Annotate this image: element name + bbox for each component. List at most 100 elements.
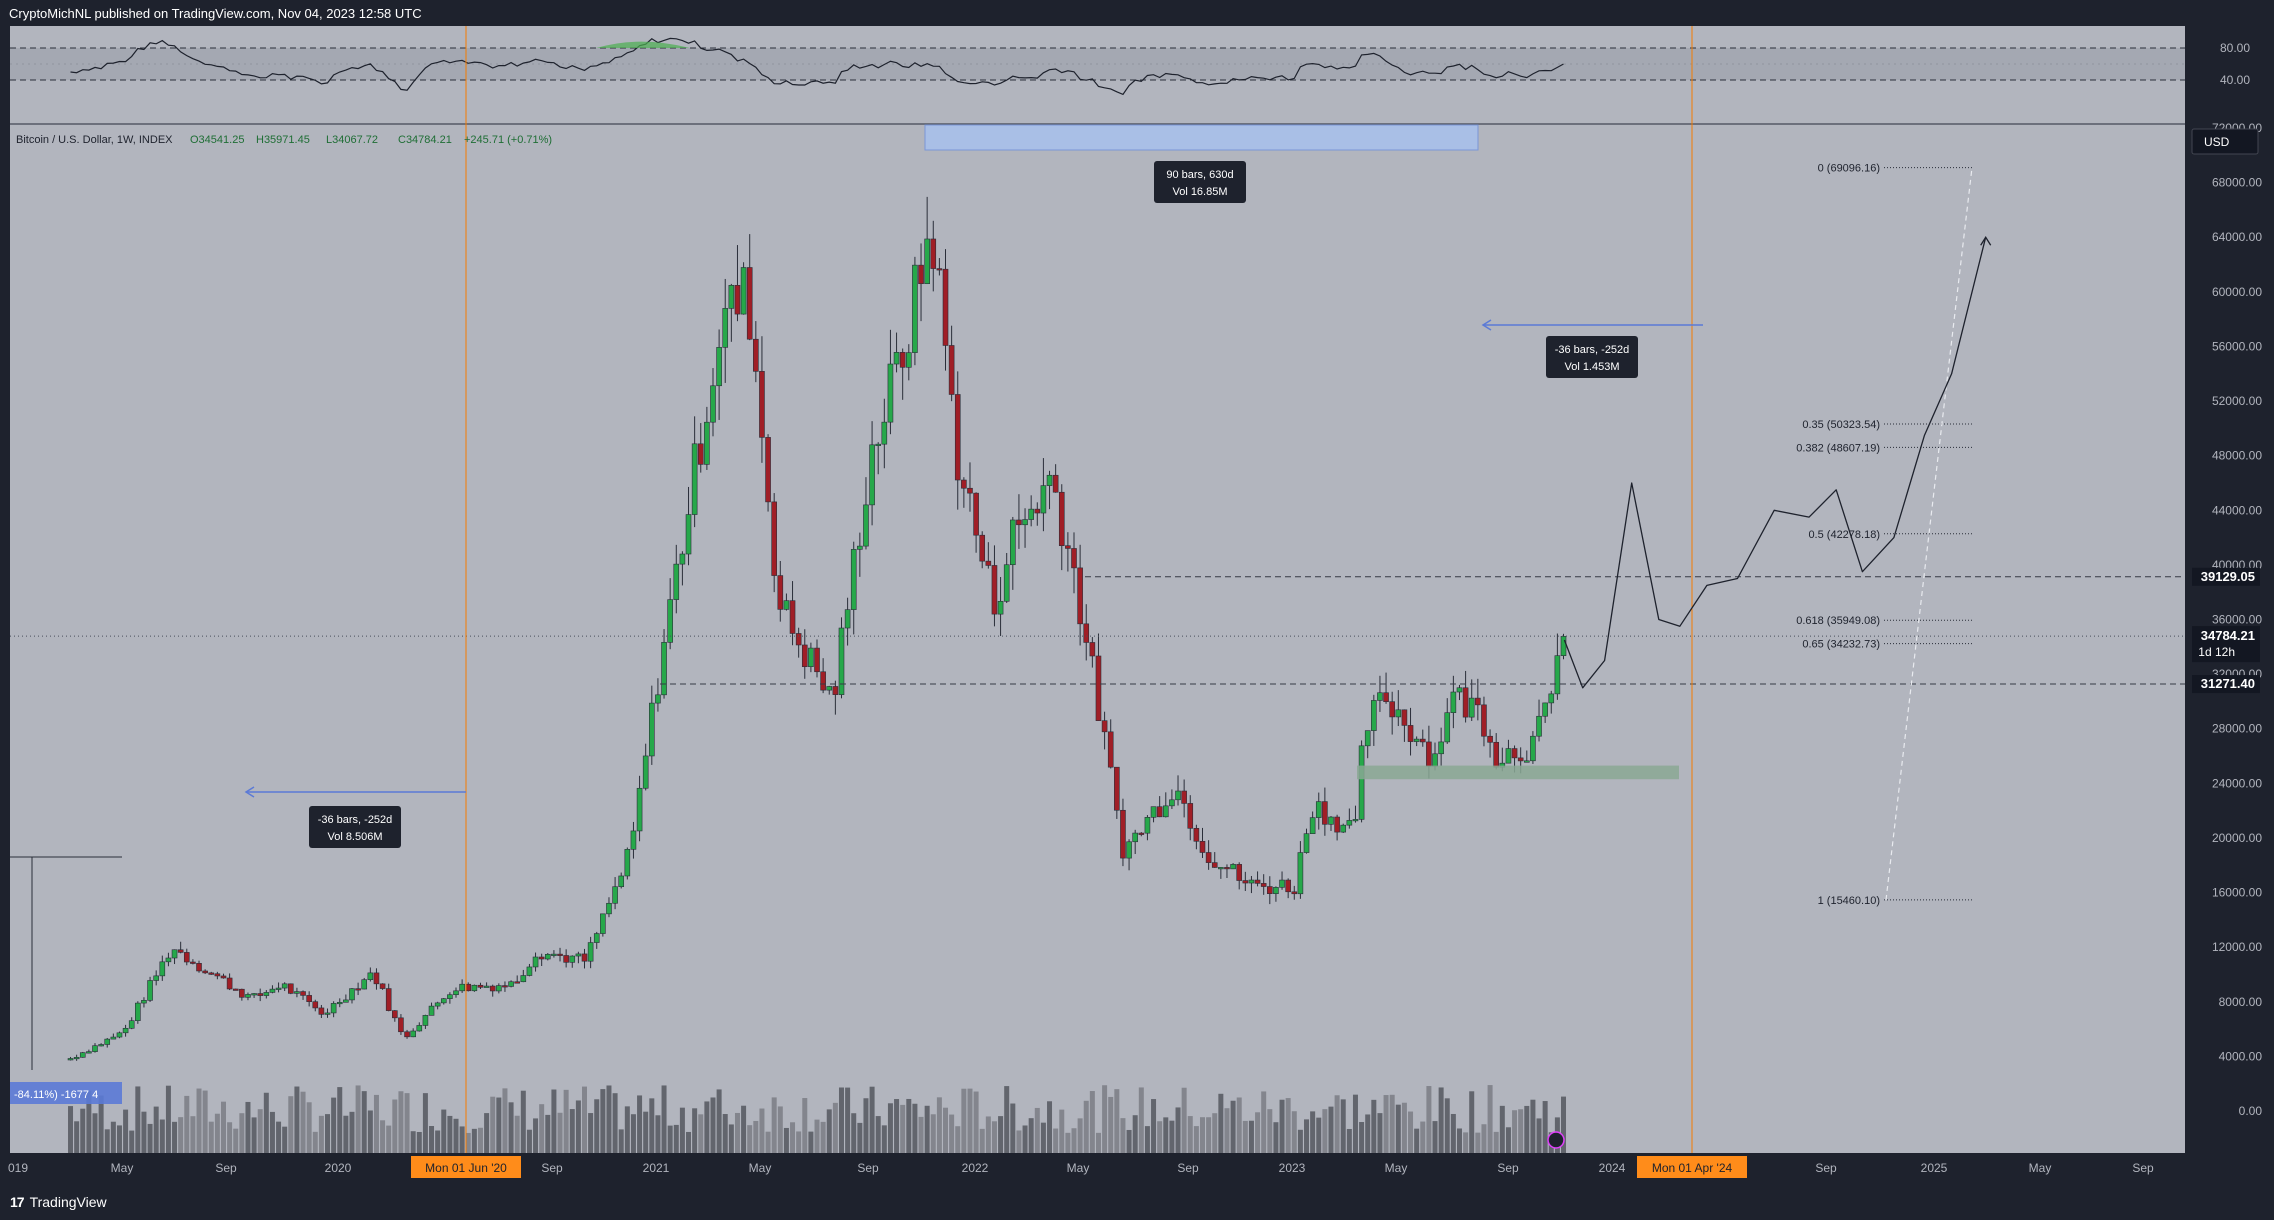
candle-body — [838, 627, 845, 695]
candle-body — [661, 642, 667, 696]
candle-body — [1352, 819, 1359, 822]
candle-body — [1322, 801, 1328, 825]
volume-bar — [1193, 1126, 1199, 1153]
candle-body — [808, 647, 814, 668]
candle-body — [1095, 655, 1102, 721]
candle-body — [1560, 636, 1567, 656]
candle-body — [226, 977, 233, 990]
price-tick: 20000.00 — [2212, 831, 2262, 845]
candle-body — [1364, 730, 1371, 747]
candle-body — [392, 1010, 398, 1019]
volume-bar — [1273, 1122, 1279, 1153]
volume-bar — [202, 1090, 208, 1153]
volume-bar — [98, 1095, 104, 1153]
volume-bar — [1438, 1087, 1444, 1153]
time-tick: May — [111, 1161, 134, 1175]
candle-body — [673, 563, 680, 600]
price-axis: 72000.0068000.0064000.0060000.0056000.00… — [2212, 41, 2262, 1118]
event-marker-icon[interactable] — [1547, 1131, 1565, 1149]
candle-body — [196, 963, 202, 972]
volume-bar — [282, 1126, 288, 1153]
volume-bar — [447, 1115, 453, 1153]
price-tick: 60000.00 — [2212, 285, 2262, 299]
candle-body — [502, 985, 508, 988]
volume-bar — [343, 1115, 349, 1153]
volume-bar — [710, 1097, 716, 1153]
volume-bar — [110, 1121, 116, 1153]
volume-bar — [826, 1109, 832, 1153]
time-tick: Sep — [1177, 1161, 1199, 1175]
candle-body — [336, 1001, 343, 1005]
volume-bar — [1408, 1111, 1414, 1153]
volume-bar — [643, 1111, 649, 1153]
candle-body — [1248, 879, 1255, 884]
volume-bar — [1212, 1113, 1218, 1153]
measure-info-right-bg — [1546, 336, 1638, 378]
tradingview-logo[interactable]: 17 TradingView — [10, 1194, 107, 1210]
candle-body — [306, 995, 312, 1002]
candle-body — [245, 994, 251, 998]
candle-body — [1144, 817, 1151, 834]
volume-bar — [502, 1088, 508, 1153]
candle-body — [1120, 809, 1126, 859]
volume-bar — [655, 1115, 661, 1153]
volume-bar — [520, 1090, 526, 1153]
candle-body — [263, 992, 270, 996]
time-tick: May — [1067, 1161, 1090, 1175]
volume-bar — [1444, 1098, 1450, 1153]
currency-label[interactable]: USD — [2204, 135, 2230, 149]
candle-body — [893, 352, 900, 365]
candle-body — [1548, 693, 1555, 704]
price-tick: 24000.00 — [2212, 776, 2262, 790]
volume-bar — [331, 1097, 337, 1153]
volume-bar — [1053, 1128, 1059, 1153]
volume-bar — [92, 1113, 98, 1153]
candle-body — [612, 886, 618, 904]
volume-bar — [943, 1107, 949, 1153]
publish-info: CryptoMichNL published on TradingView.co… — [9, 6, 422, 21]
volume-bar — [208, 1121, 214, 1153]
candle-body — [575, 953, 582, 957]
volume-bar — [692, 1108, 698, 1153]
volume-bar — [716, 1089, 722, 1153]
time-tick: May — [1385, 1161, 1408, 1175]
price-tick: 12000.00 — [2212, 940, 2262, 954]
time-tick: Sep — [2132, 1161, 2154, 1175]
time-highlight-label: Mon 01 Jun '20 — [425, 1161, 507, 1175]
candle-body — [1426, 741, 1432, 767]
volume-bar — [165, 1085, 171, 1153]
volume-bar — [1230, 1100, 1236, 1153]
volume-bar — [453, 1118, 459, 1153]
candle-body — [814, 647, 820, 673]
volume-bar — [361, 1091, 367, 1153]
candle-body — [1511, 748, 1518, 759]
candle-body — [826, 686, 833, 691]
volume-bar — [1328, 1106, 1334, 1153]
candle-body — [1401, 709, 1408, 726]
price-chart[interactable]: 90 bars, 630d Vol 16.85M -36 bars, -252d Vo… — [0, 0, 2274, 1186]
candle-body — [220, 975, 227, 979]
volume-bar — [869, 1086, 875, 1153]
candle-body — [1101, 720, 1108, 733]
volume-bar — [863, 1098, 869, 1153]
price-tick: 28000.00 — [2212, 722, 2262, 736]
candle-body — [716, 347, 722, 387]
volume-bar — [220, 1101, 226, 1153]
candle-body — [398, 1017, 404, 1033]
volume-bar — [1108, 1096, 1114, 1153]
time-tick: Sep — [857, 1161, 879, 1175]
candle-body — [1156, 806, 1163, 818]
measure-info-left-line1: -36 bars, -252d — [318, 814, 393, 826]
candle-body — [979, 534, 986, 562]
left-edge-label: -84.11%) -1677 4 — [14, 1089, 98, 1101]
candle-body — [361, 979, 368, 990]
volume-bar — [1040, 1122, 1046, 1153]
candle-body — [746, 267, 753, 340]
volume-bar — [802, 1098, 808, 1153]
volume-bar — [679, 1107, 685, 1153]
volume-bar — [1524, 1105, 1530, 1153]
candle-body — [783, 600, 790, 610]
volume-bar — [80, 1108, 86, 1153]
volume-bar — [300, 1091, 306, 1153]
volume-bar — [1120, 1118, 1126, 1153]
